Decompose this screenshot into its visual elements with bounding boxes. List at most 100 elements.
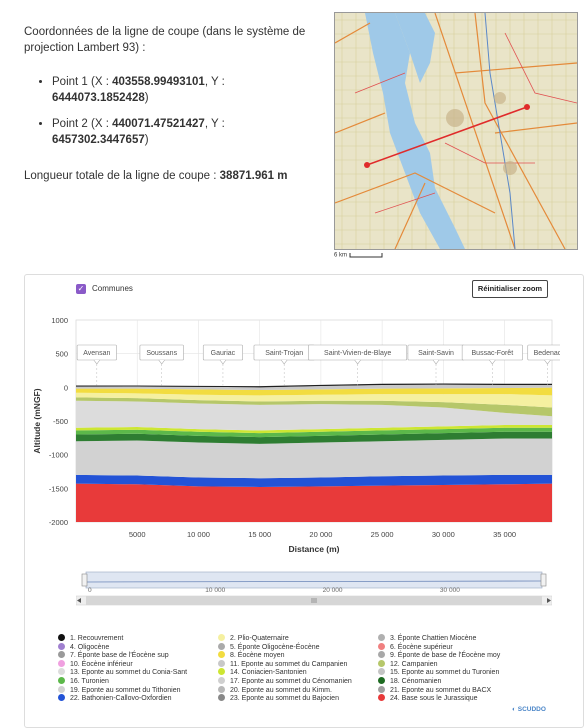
x-tick-label: 15 000 (248, 530, 271, 539)
legend-swatch (58, 659, 65, 667)
legend-swatch (58, 685, 65, 693)
reset-zoom-button[interactable]: Réinitialiser zoom (472, 280, 548, 298)
y-tick-label: 500 (55, 350, 68, 359)
point-2-y: 6457302.3447657 (52, 134, 145, 146)
point-2-x: 440071.47521427 (112, 118, 205, 130)
legend-label: 20. Eponte au sommet du Kimm. (230, 686, 332, 694)
legend-label: 9. Éponte de base de l'Éocène moy (390, 652, 501, 660)
svg-text:Saint-Trojan: Saint-Trojan (265, 350, 303, 357)
commune-label: Avensan (76, 344, 117, 386)
brand-logo: ◐ SCUDDO (512, 706, 546, 713)
legend-label: 17. Eponte au sommet du Cénomanien (230, 678, 352, 685)
point-1: Point 1 (X : 403558.99493101, Y : 644407… (52, 74, 324, 106)
layer-22[interactable] (76, 474, 552, 487)
legend-swatch (218, 677, 225, 684)
legend-item[interactable]: 13. Eponte au sommet du Conia-Sant (58, 668, 187, 678)
legend-item[interactable]: 14. Coniacien-Santonien (218, 668, 307, 678)
legend-label: 14. Coniacien-Santonien (230, 669, 307, 677)
legend-item[interactable]: 3. Éponte Chattien Miocène (378, 634, 476, 644)
legend-label: 4. Oligocène (70, 643, 110, 651)
legend-item[interactable]: 23. Eponte au sommet du Bajocien (218, 694, 339, 704)
x-tick-label: 5000 (129, 530, 146, 539)
commune-label: Saint-Savin (407, 344, 465, 386)
legend-swatch (218, 634, 225, 641)
coords-heading: Coordonnées de la ligne de coupe (dans l… (24, 26, 306, 54)
legend-item[interactable]: 17. Eponte au sommet du Cénomanien (218, 677, 352, 687)
legend-item[interactable]: 8. Éocène moyen (218, 651, 284, 661)
points-list: Point 1 (X : 403558.99493101, Y : 644407… (24, 74, 324, 148)
legend-item[interactable]: 20. Eponte au sommet du Kimm. (218, 685, 332, 696)
legend-item[interactable]: 7. Éponte base de l'Éocène sup (58, 651, 169, 661)
grip-icon[interactable] (311, 598, 317, 603)
layer-13[interactable] (76, 400, 552, 431)
layer-19[interactable] (76, 438, 552, 479)
navigator-range[interactable] (85, 571, 543, 589)
legend-item[interactable]: 24. Base sous le Jurassique (378, 694, 478, 704)
y-axis-label: Altitude (mNGF) (32, 388, 42, 453)
legend-item[interactable]: 1. Recouvrement (58, 634, 123, 644)
legend-item[interactable]: 12. Campanien (378, 659, 437, 670)
legend-item[interactable]: 18. Cénomanien (378, 677, 441, 687)
legend-swatch (378, 685, 385, 693)
point-2-marker (524, 104, 530, 110)
navigator-handle-left[interactable] (81, 573, 88, 587)
legend-swatch (58, 642, 65, 650)
navigator-handle-right[interactable] (540, 573, 547, 587)
legend-item[interactable]: 22. Bathonien-Callovo-Oxfordien (58, 694, 172, 704)
y-tick-label: -500 (53, 417, 68, 426)
legend-item[interactable]: 4. Oligocène (58, 642, 110, 653)
legend-swatch (218, 642, 225, 650)
legend-label: 6. Éocène supérieur (390, 643, 453, 651)
layer-18[interactable] (76, 431, 552, 444)
legend-item[interactable]: 5. Éponte Oligocène-Éocène (218, 642, 320, 653)
svg-text:Saint-Savin: Saint-Savin (418, 350, 454, 357)
legend-item[interactable]: 9. Éponte de base de l'Éocène moy (378, 651, 500, 661)
communes-checkbox[interactable]: ✓ (76, 284, 86, 294)
point-1-y: 6444073.1852428 (52, 92, 145, 104)
legend-swatch (378, 642, 385, 650)
layer-8[interactable] (76, 387, 552, 396)
legend-label: 3. Éponte Chattien Miocène (390, 635, 477, 642)
scale-bar (349, 253, 383, 258)
commune-label: Saint-Trojan (253, 344, 315, 386)
legend-swatch (58, 634, 65, 641)
legend-item[interactable]: 21. Eponte au sommet du BACX (378, 685, 491, 696)
navigator[interactable]: 0 10 000 20 000 30 000 (76, 570, 552, 606)
legend-swatch (378, 651, 385, 659)
scroll-right-icon[interactable] (547, 598, 551, 603)
layer-6[interactable] (76, 384, 552, 391)
legend-swatch (378, 694, 385, 702)
layer-16[interactable] (76, 427, 552, 438)
legend-item[interactable]: 19. Eponte au sommet du Tithonien (58, 685, 181, 696)
legend-item[interactable]: 11. Eponte au sommet du Campanien (218, 659, 347, 670)
legend-label: 2. Plio-Quaternaire (230, 635, 289, 642)
legend-label: 7. Éponte base de l'Éocène sup (70, 652, 169, 660)
legend-swatch (218, 694, 225, 702)
map-thumbnail[interactable] (334, 12, 578, 250)
legend-item[interactable]: 2. Plio-Quaternaire (218, 634, 289, 644)
x-tick-label: 20 000 (309, 530, 332, 539)
y-tick-label: 1000 (51, 316, 68, 325)
legend-item[interactable]: 15. Eponte au sommet du Turonien (378, 668, 499, 678)
layer-24[interactable] (76, 483, 552, 522)
legend-item[interactable]: 6. Éocène supérieur (378, 642, 453, 653)
svg-text:Bedenac: Bedenac (534, 350, 560, 357)
svg-text:Bussac-Forêt: Bussac-Forêt (472, 350, 514, 357)
commune-label: Bedenac (527, 344, 560, 386)
navigator-tick-label: 0 (88, 587, 92, 594)
legend-label: 15. Eponte au sommet du Turonien (390, 669, 500, 677)
legend-item[interactable]: 16. Turonien (58, 677, 109, 687)
layer-2[interactable] (76, 392, 552, 408)
legend-item[interactable]: 10. Éocène inférieur (58, 659, 133, 670)
legend-swatch (218, 685, 225, 693)
x-tick-label: 35 000 (493, 530, 516, 539)
layer-12[interactable] (76, 397, 552, 417)
total-length: Longueur totale de la ligne de coupe : 3… (24, 170, 288, 182)
legend-label: 22. Bathonien-Callovo-Oxfordien (70, 695, 172, 703)
layer-14[interactable] (76, 425, 552, 434)
commune-label: Saint-Vivien-de-Blaye (308, 344, 408, 386)
scroll-left-icon[interactable] (77, 598, 81, 603)
legend-swatch (378, 659, 385, 667)
y-tick-label: -1000 (49, 451, 68, 460)
